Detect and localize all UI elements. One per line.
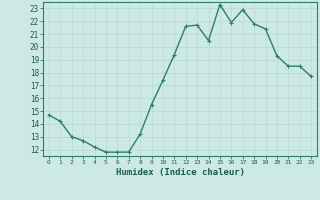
X-axis label: Humidex (Indice chaleur): Humidex (Indice chaleur) <box>116 168 244 177</box>
